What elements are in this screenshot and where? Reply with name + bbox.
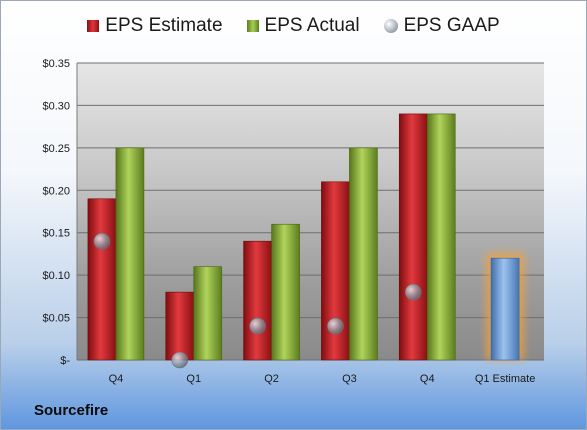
legend-item-estimate: EPS Estimate: [87, 15, 223, 37]
y-tick-label: $0.35: [42, 58, 70, 70]
y-tick-label: $-: [60, 355, 70, 367]
x-tick-label: Q4: [109, 373, 124, 385]
y-tick-label: $0.15: [42, 228, 70, 240]
gaap-markers: [93, 232, 422, 369]
bar-eps-estimate: [87, 198, 117, 361]
y-tick-label: $0.05: [42, 313, 70, 325]
x-tick-label: Q4: [420, 373, 435, 385]
y-tick-label: $0.20: [42, 185, 70, 197]
bar-eps-estimate: [398, 113, 428, 361]
company-name: Sourcefire: [34, 402, 109, 419]
x-tick-label: Q3: [342, 373, 357, 385]
legend-item-actual: EPS Actual: [246, 15, 360, 37]
plot-background: [77, 63, 544, 360]
bar-eps-actual: [349, 147, 378, 361]
legend-label-actual: EPS Actual: [264, 15, 360, 36]
marker-eps-gaap: [404, 283, 422, 301]
x-axis-labels: Q4 Q1 Q2 Q3 Q4 Q1 Estimate: [109, 373, 536, 385]
bar-eps-actual: [271, 223, 300, 361]
bar-eps-estimate: [165, 291, 195, 361]
bar-q1-estimate-forecast: [490, 257, 520, 361]
bar-eps-actual: [115, 147, 145, 361]
marker-eps-gaap: [327, 317, 344, 335]
x-tick-label: Q1 Estimate: [475, 373, 536, 385]
x-tick-label: Q2: [264, 373, 279, 385]
y-tick-label: $0.10: [42, 270, 70, 282]
gridlines: [76, 62, 544, 361]
bar-eps-estimate: [243, 240, 272, 361]
marker-eps-gaap: [93, 232, 111, 250]
legend-label-gaap: EPS GAAP: [403, 15, 500, 36]
marker-eps-gaap: [249, 317, 266, 335]
y-tick-label: $0.30: [42, 100, 70, 112]
y-tick-label: $0.25: [42, 143, 70, 155]
marker-eps-gaap: [171, 351, 189, 369]
legend-swatch-estimate: [87, 20, 100, 32]
bar-eps-actual: [193, 266, 223, 361]
legend-swatch-gaap: [383, 19, 398, 33]
legend-label-estimate: EPS Estimate: [105, 15, 223, 36]
legend: EPS Estimate EPS Actual EPS GAAP: [1, 15, 586, 37]
legend-item-gaap: EPS GAAP: [383, 15, 500, 37]
y-axis-labels: $- $0.05 $0.10 $0.15 $0.20 $0.25 $0.30 $0.35: [42, 58, 70, 367]
bar-eps-actual: [426, 113, 456, 361]
legend-swatch-actual: [246, 20, 259, 32]
x-tick-label: Q1: [186, 373, 201, 385]
